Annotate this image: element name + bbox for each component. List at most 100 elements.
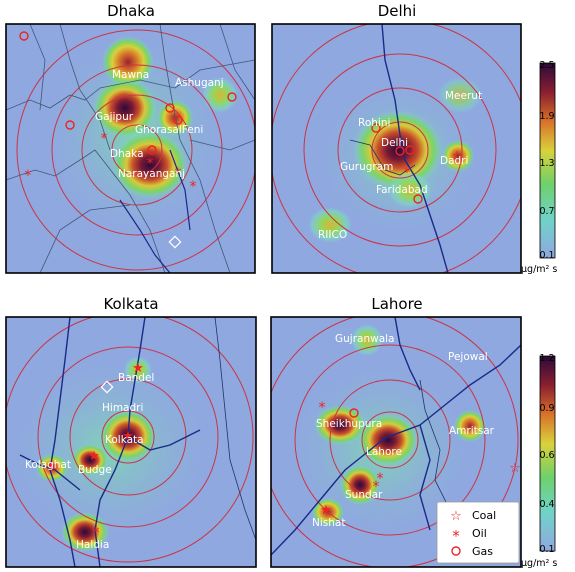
border [419,379,451,511]
panel-frame [5,316,257,568]
panel-title: Lahore [371,295,422,313]
city-label: Dhaka [110,148,144,160]
city-label: Ashuganj [175,77,224,89]
panel-frame [270,316,522,568]
rivers [271,317,521,556]
plume [388,172,432,208]
colorbar-top: 2.5 1.9 1.3 0.7 0.1 μg/m² s [521,60,557,275]
coal-icon: ☆ [450,509,462,524]
plume [442,140,474,172]
gas-marker [395,146,405,156]
oil-marker: * [93,525,100,541]
city-label: Bandel [118,372,154,384]
gas-marker [173,115,183,125]
diamond-marker [168,235,182,249]
river [381,24,449,273]
plume [358,414,418,466]
oil-marker: * [175,166,182,182]
colorbar-tick: 1.9 [539,111,554,122]
colorbar-unit: μg/m² s [521,558,557,569]
plume [124,356,152,384]
gas-marker [227,92,237,102]
oil-marker: * [101,131,108,147]
panel-title: Kolkata [103,295,158,313]
distance-rings [16,29,255,271]
colorbar-tick: 1.3 [539,158,554,169]
city-labels: Gujranwala Pejowal Sheikhupura Amritsar … [312,333,495,529]
panel-title: Dhaka [107,2,155,20]
oil-marker: * [404,165,411,181]
map-area: ★ ★ ★ ★ * Bandel Himadri Kolkata Kolagha… [6,317,256,567]
city-label: Delhi [381,137,408,149]
city-label: Nishat [312,517,345,529]
border [214,317,256,541]
city-label: Dadri [440,155,468,167]
gas-marker [371,123,381,133]
source-markers: * * * * * [19,31,237,249]
colorbar-tick: 0.1 [539,544,554,555]
panel-lahore: Lahore * ☆ * [270,295,522,568]
city-label: RIICO [318,229,347,241]
gas-marker [65,120,75,130]
coal-marker: ☆ [451,149,463,164]
coal-marker: ★ [320,503,332,518]
diamond-marker [100,380,114,394]
city-labels: Mawna Ashuganj Gajipur GhorasalFeni Dhak… [95,69,224,180]
colorbar-tick: 0.4 [539,499,554,510]
city-label: Haldia [76,539,109,551]
colorbar-tick: 2.5 [539,60,554,71]
colorbar-gradient [539,355,556,552]
admin-borders [6,24,255,273]
city-labels: Meerut Rohini Delhi Dadri Gurugram Farid… [318,90,482,241]
panel-dhaka: Dhaka [5,2,256,274]
legend-label: Gas [472,545,493,558]
river [169,149,191,231]
colorbar-tick: 0.7 [539,206,554,217]
rivers [19,317,201,567]
map-area: * * * * * Mawna Ashuganj Gajipur Ghorasa… [6,24,255,273]
city-label: Gujranwala [335,333,395,345]
city-label: Budge [78,464,112,476]
oil-marker: * [190,179,197,195]
oil-marker: * [373,479,380,495]
plume [72,444,108,476]
plume [340,465,380,505]
plume [308,207,352,243]
source-markers: ☆ * [371,123,463,204]
oil-marker: * [25,168,32,184]
gas-marker [405,145,415,155]
colorbar-unit: μg/m² s [521,264,557,275]
coal-marker: ★ [132,361,144,376]
gas-marker [413,194,423,204]
legend-label: Coal [472,509,496,522]
plume [454,410,486,442]
coal-marker: ★ [88,449,100,464]
city-label: Lahore [366,446,402,458]
city-label: Sundar [345,489,383,501]
plume [112,131,188,199]
gas-icon [451,546,461,556]
colorbar-gradient [539,62,556,259]
source-markers: ★ ★ ★ ★ * [46,361,144,541]
plume [314,405,366,445]
city-label: Rohini [358,117,390,129]
map-area: ☆ * Meerut Rohini Delhi Dadri Gurugram F… [272,24,521,273]
distance-rings [272,24,521,273]
plume [36,454,68,482]
plume [202,77,238,113]
coal-marker: ★ [122,429,134,444]
source-markers: * ☆ * * ★ [319,400,521,518]
city-label: Amritsar [449,425,495,437]
panel-frame [5,23,256,274]
plume [351,324,383,356]
city-label: Kolaghat [25,459,71,471]
colorbar-tick: 0.1 [539,250,554,261]
panel-frame [271,23,522,274]
city-label: Kolkata [105,434,144,446]
coal-marker: ☆ [509,461,521,476]
city-label: Himadri [102,402,143,414]
colorbar-bottom: 1.2 0.9 0.6 0.4 0.1 μg/m² s [521,353,557,569]
plume [102,36,154,88]
panel-title: Delhi [378,2,417,20]
